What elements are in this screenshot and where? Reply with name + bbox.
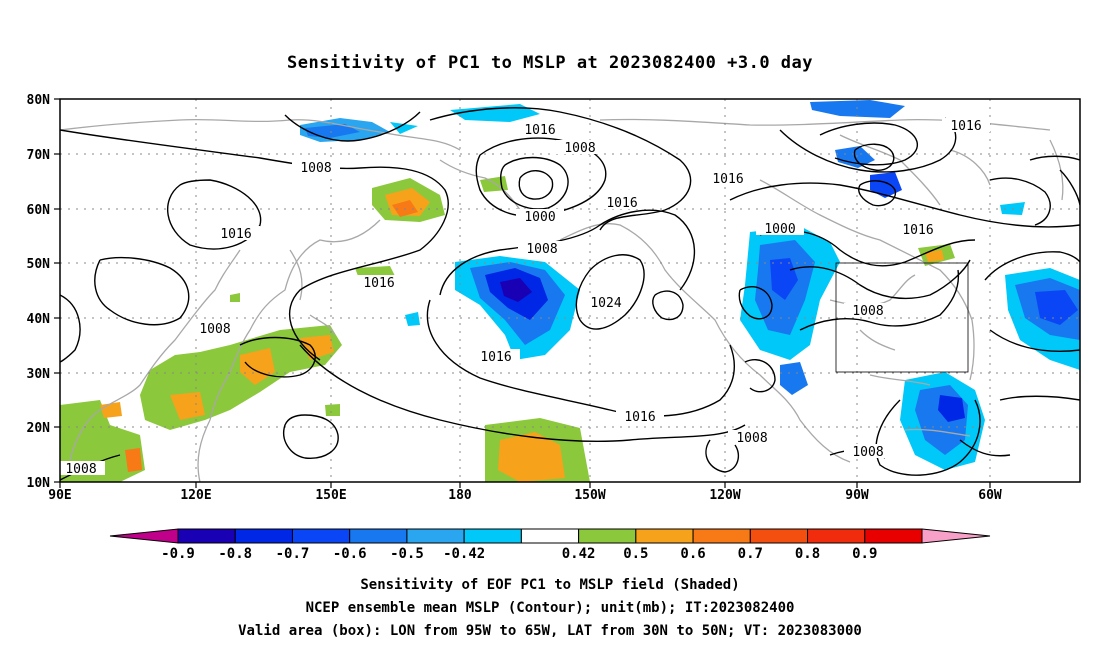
contour-label: 1008 (852, 445, 883, 460)
colorbar: -0.9 -0.8 -0.7 -0.6 -0.5 -0.42 0.42 0.5 0.6 0.7 0.… (109, 528, 991, 562)
contour-label: 1008 (65, 462, 96, 477)
colorbar-cell (406, 528, 465, 544)
contour-label: 1016 (524, 123, 555, 138)
colorbar-cell (349, 528, 408, 544)
contour-label: 1016 (902, 223, 933, 238)
colorbar-label: 0.6 (680, 546, 705, 562)
contour-label: 1016 (480, 350, 511, 365)
colorbar-label: -0.9 (161, 546, 195, 562)
contour-label: 1016 (712, 172, 743, 187)
valid-area-box (835, 262, 969, 373)
contour-label: 1008 (526, 242, 557, 257)
contour-label: 1008 (300, 161, 331, 176)
colorbar-cell (177, 528, 236, 544)
contour-label: 1008 (852, 304, 883, 319)
colorbar-cell (578, 528, 637, 544)
caption-line-1: Sensitivity of EOF PC1 to MSLP field (Sh… (360, 577, 739, 593)
lon-label: 120E (180, 488, 211, 503)
contour-label: 1016 (624, 410, 655, 425)
lon-label: 60W (978, 488, 1002, 503)
contour-label: 1008 (736, 431, 767, 446)
map-panel: 1016 1008 1000 1016 1008 1024 1016 1016 … (27, 93, 1081, 503)
caption-line-3: Valid area (box): LON from 95W to 65W, L… (238, 623, 862, 639)
colorbar-cell (520, 528, 580, 544)
colorbar-lower-extension (109, 528, 179, 544)
lon-label: 150E (315, 488, 346, 503)
latitude-labels: 80N 70N 60N 50N 40N 30N 20N 10N (27, 93, 51, 491)
contour-label: 1016 (363, 276, 394, 291)
lon-label: 90E (48, 488, 71, 503)
colorbar-label: 0.5 (623, 546, 648, 562)
lat-label: 60N (27, 203, 51, 218)
caption-line-2: NCEP ensemble mean MSLP (Contour); unit(… (306, 600, 795, 616)
mslp-contours (60, 107, 1080, 481)
contour-labels: 1016 1008 1000 1016 1008 1024 1016 1016 … (60, 118, 990, 477)
colorbar-cell (692, 528, 751, 544)
lon-label: 150W (574, 488, 605, 503)
lat-label: 20N (27, 421, 51, 436)
lon-label: 180 (448, 488, 472, 503)
axis-ticks (54, 98, 991, 488)
lat-label: 30N (27, 367, 51, 382)
colorbar-cell (463, 528, 522, 544)
contour-label: 1000 (764, 222, 795, 237)
contour-label: 1000 (524, 210, 555, 225)
colorbar-cell (749, 528, 809, 544)
contour-label: 1016 (606, 196, 637, 211)
colorbar-cell (635, 528, 694, 544)
colorbar-label: -0.8 (218, 546, 252, 562)
colorbar-cell (234, 528, 293, 544)
lat-label: 70N (27, 148, 51, 163)
colorbar-cell (807, 528, 866, 544)
contour-label: 1008 (564, 141, 595, 156)
colorbar-label: 0.7 (738, 546, 763, 562)
plot-title: Sensitivity of PC1 to MSLP at 2023082400… (287, 53, 813, 73)
lat-label: 80N (27, 93, 51, 108)
contour-label: 1024 (590, 296, 621, 311)
colorbar-label: -0.6 (333, 546, 367, 562)
lat-label: 40N (27, 312, 51, 327)
contour-label: 1016 (950, 119, 981, 134)
colorbar-label: -0.7 (276, 546, 310, 562)
colorbar-cell (864, 528, 923, 544)
lat-label: 50N (27, 257, 51, 272)
lon-label: 120W (709, 488, 740, 503)
lat-label: 10N (27, 476, 51, 491)
colorbar-cell (291, 528, 351, 544)
colorbar-label: -0.5 (390, 546, 424, 562)
contour-label: 1008 (199, 322, 230, 337)
positive-sensitivity-shading (60, 176, 955, 482)
colorbar-label: 0.42 (562, 546, 596, 562)
colorbar-label: 0.9 (852, 546, 877, 562)
longitude-labels: 90E 120E 150E 180 150W 120W 90W 60W (48, 488, 1002, 503)
colorbar-upper-extension (921, 528, 991, 544)
colorbar-label: -0.42 (443, 546, 485, 562)
lon-label: 90W (845, 488, 869, 503)
contour-label: 1016 (220, 227, 251, 242)
caption: Sensitivity of EOF PC1 to MSLP field (Sh… (238, 577, 862, 639)
map-frame (59, 98, 1081, 483)
colorbar-label: 0.8 (795, 546, 820, 562)
